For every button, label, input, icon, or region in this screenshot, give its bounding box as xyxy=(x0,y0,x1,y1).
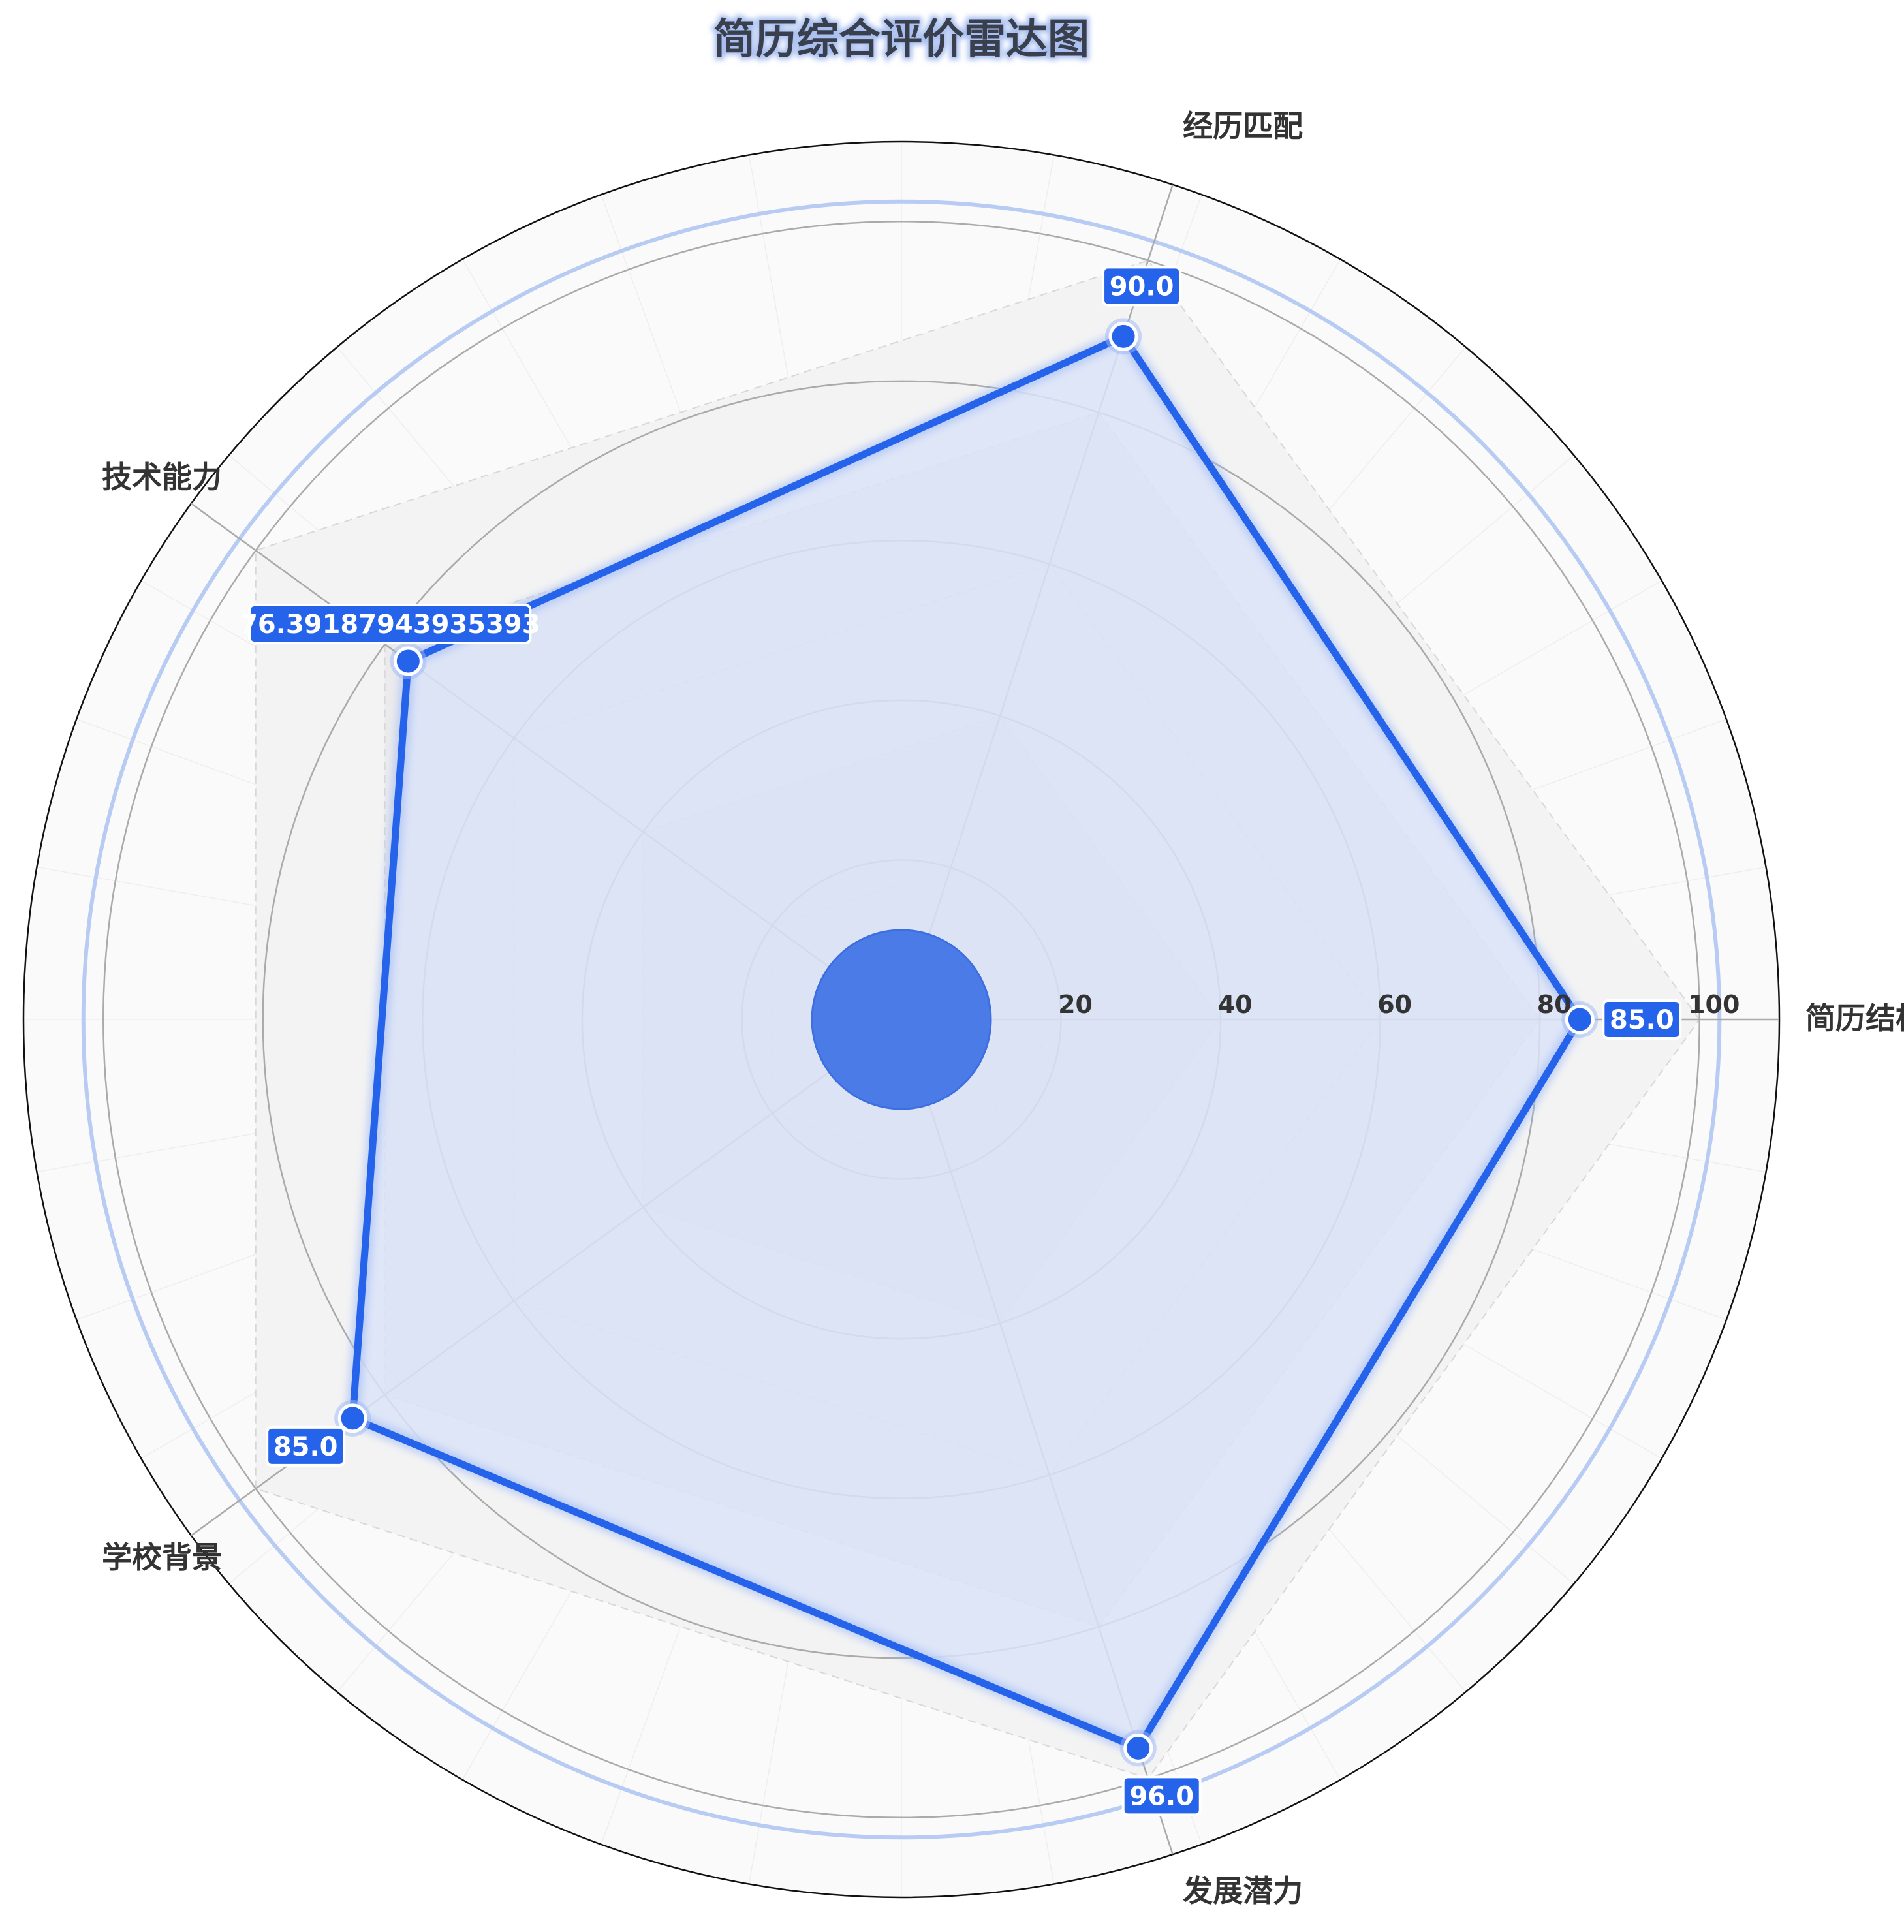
value-label: 76.39187943935393 xyxy=(240,603,540,644)
r-tick-label: 60 xyxy=(1377,990,1412,1019)
data-point xyxy=(1123,1733,1153,1763)
axis-label-1: 简历结构 xyxy=(1805,1001,1904,1036)
value-label-box xyxy=(1121,1775,1202,1816)
value-label-box xyxy=(266,1426,346,1467)
value-label-box xyxy=(248,603,532,644)
chart-title: 简历综合评价雷达图 xyxy=(713,16,1089,64)
value-label-text: 85.0 xyxy=(273,1432,338,1462)
value-label-text: 85.0 xyxy=(1610,1005,1674,1035)
label-layer: 20 40 60 80 100 85.0 90.0 76.39187943935393 85.0… xyxy=(102,108,1904,1909)
axis-label-3: 技术能力 xyxy=(102,460,222,495)
data-point xyxy=(393,646,423,676)
value-label-text: 96.0 xyxy=(1129,1781,1194,1811)
chart-title-shadow: 简历综合评价雷达图 xyxy=(713,16,1089,64)
data-point xyxy=(1108,321,1138,351)
value-label-text: 90.0 xyxy=(1110,272,1174,302)
chart-title-group: 简历综合评价雷达图 简历综合评价雷达图 xyxy=(711,13,1092,67)
r-tick-label: 100 xyxy=(1688,990,1740,1019)
value-label: 85.0 xyxy=(266,1426,346,1467)
value-label: 90.0 xyxy=(1102,266,1182,307)
value-label: 96.0 xyxy=(1121,1775,1202,1816)
axis-label-5: 发展潜力 xyxy=(1183,1873,1303,1909)
axis-label-4: 学校背景 xyxy=(102,1540,222,1575)
axis-label-2: 经历匹配 xyxy=(1183,108,1303,144)
series-layer xyxy=(334,318,1599,1767)
value-label: 85.0 xyxy=(1602,999,1682,1040)
r-tick-label: 40 xyxy=(1218,990,1253,1019)
value-label-box xyxy=(1602,999,1682,1040)
value-label-box xyxy=(1102,266,1182,307)
center-dot xyxy=(811,929,992,1110)
value-label-text: 76.39187943935393 xyxy=(240,610,540,640)
r-tick-label: 80 xyxy=(1537,990,1572,1019)
data-point xyxy=(1565,1005,1595,1035)
series-line xyxy=(349,332,1584,1752)
r-tick-label: 20 xyxy=(1058,990,1093,1019)
data-point xyxy=(337,1403,367,1433)
